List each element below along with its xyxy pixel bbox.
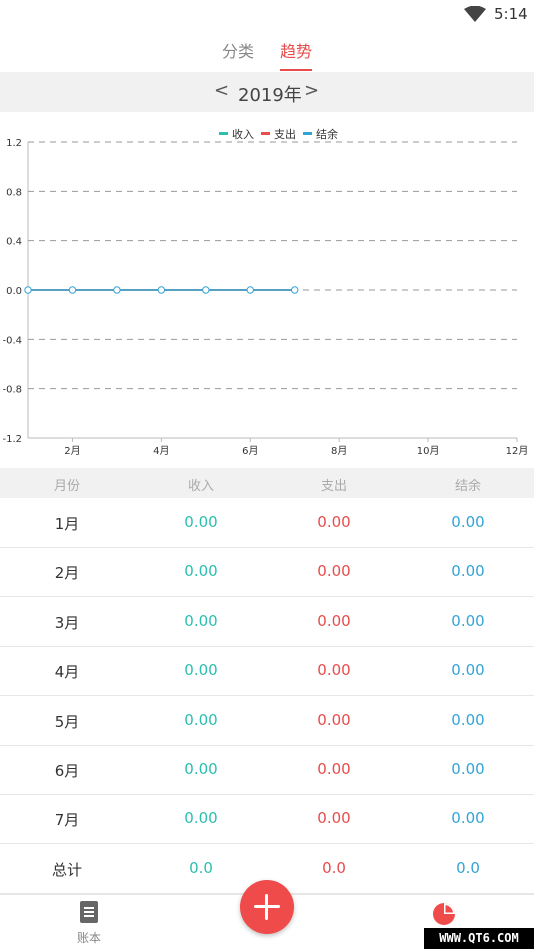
watermark-logo: WWW.QT6.COM xyxy=(424,928,534,949)
y-tick-label: -0.8 xyxy=(2,385,22,396)
legend-swatch xyxy=(219,132,228,135)
legend-swatch xyxy=(261,132,270,135)
table-row: 3月 0.00 0.00 0.00 xyxy=(0,598,534,647)
cell-balance: 0.00 xyxy=(451,760,485,778)
legend-label: 支出 xyxy=(274,127,296,141)
x-tick-label: 12月 xyxy=(506,445,529,457)
cell-balance: 0.00 xyxy=(451,710,485,729)
next-year-button[interactable]: > xyxy=(304,80,320,101)
cell-month: 2月 xyxy=(54,564,80,583)
cell-income: 0.00 xyxy=(184,710,218,729)
cell-balance: 0.00 xyxy=(451,661,485,680)
cell-expense: 0.00 xyxy=(317,661,351,680)
pie-chart-icon[interactable] xyxy=(430,901,460,927)
table-row: 1月 0.00 0.00 0.00 xyxy=(0,499,534,548)
legend-label: 结余 xyxy=(316,127,338,141)
x-tick-label: 2月 xyxy=(64,445,80,457)
status-time: 5:14 xyxy=(494,5,528,23)
header-balance: 结余 xyxy=(454,479,481,494)
cell-month: 3月 xyxy=(54,613,80,632)
legend-swatch xyxy=(303,132,312,135)
table-row: 7月 0.00 0.00 0.00 xyxy=(0,795,534,845)
y-tick-label: 1.2 xyxy=(6,138,22,149)
cell-balance: 0.00 xyxy=(451,809,485,828)
cell-balance: 0.00 xyxy=(451,611,485,630)
table-row: 4月 0.00 0.00 0.00 xyxy=(0,647,534,697)
y-tick-label: 0.0 xyxy=(6,286,22,297)
cell-income: 0.00 xyxy=(184,611,218,630)
cell-income: 0.00 xyxy=(184,809,218,828)
cell-balance: 0.00 xyxy=(451,513,485,531)
data-point xyxy=(157,286,166,294)
cell-expense: 0.00 xyxy=(317,760,351,778)
cell-income: 0.00 xyxy=(184,513,218,531)
y-tick-label: -0.4 xyxy=(2,335,22,346)
active-tab-indicator xyxy=(280,69,312,71)
y-tick-label: -1.2 xyxy=(2,434,22,445)
data-point xyxy=(291,286,299,294)
cell-expense: 0.00 xyxy=(317,710,351,729)
data-point xyxy=(24,286,32,294)
header-income: 收入 xyxy=(187,479,214,494)
cell-income: 0.00 xyxy=(184,661,218,680)
y-tick-label: 0.8 xyxy=(6,187,22,198)
x-tick-label: 10月 xyxy=(417,445,440,457)
x-tick-label: 4月 xyxy=(153,445,169,457)
add-record-button[interactable] xyxy=(240,880,294,934)
cell-month: 5月 xyxy=(54,712,80,731)
cell-month: 7月 xyxy=(54,811,80,830)
total-label: 总计 xyxy=(51,861,82,879)
total-expense: 0.0 xyxy=(322,859,346,877)
cell-month: 6月 xyxy=(54,762,80,780)
table-row: 6月 0.00 0.00 0.00 xyxy=(0,746,534,795)
x-tick-label: 6月 xyxy=(242,445,258,457)
cell-expense: 0.00 xyxy=(317,513,351,531)
status-bar: 5:14 xyxy=(0,0,534,30)
nav-book-tab[interactable]: 账本 xyxy=(64,901,114,946)
cell-expense: 0.00 xyxy=(317,809,351,828)
x-tick-label: 8月 xyxy=(331,445,347,457)
total-balance: 0.0 xyxy=(456,859,480,877)
cell-month: 4月 xyxy=(54,663,80,682)
table-row: 5月 0.00 0.00 0.00 xyxy=(0,697,534,746)
data-point xyxy=(202,286,210,294)
table-header: 月份 收入 支出 结余 xyxy=(0,468,534,498)
prev-year-button[interactable]: < xyxy=(214,80,230,101)
cell-income: 0.00 xyxy=(184,562,218,581)
wifi-icon xyxy=(464,6,486,22)
document-icon xyxy=(80,901,98,923)
cell-expense: 0.00 xyxy=(317,611,351,630)
data-point xyxy=(113,286,121,294)
header-expense: 支出 xyxy=(320,479,347,494)
header-month: 月份 xyxy=(53,479,80,494)
table-row: 2月 0.00 0.00 0.00 xyxy=(0,548,534,598)
tab-category[interactable]: 分类 xyxy=(222,42,255,61)
cell-expense: 0.00 xyxy=(317,562,351,581)
legend-label: 收入 xyxy=(232,127,254,141)
tab-bar: 分类 趋势 xyxy=(0,30,534,72)
cell-month: 1月 xyxy=(54,515,80,533)
nav-book-label: 账本 xyxy=(76,931,101,945)
y-tick-label: 0.4 xyxy=(6,237,22,248)
total-income: 0.0 xyxy=(189,859,213,877)
data-point xyxy=(68,286,77,294)
cell-income: 0.00 xyxy=(184,760,218,778)
year-selector: < 2019年 > xyxy=(0,72,534,112)
data-point xyxy=(246,286,254,294)
trend-line-chart: 1.2 0.8 0.4 0.0 -0.4 -0.8 -1.2 2月 4月 6月 8月 10月 12月 收入… xyxy=(2,127,529,457)
year-label: 2019年 xyxy=(238,85,302,106)
cell-balance: 0.00 xyxy=(451,562,485,581)
tab-trend[interactable]: 趋势 xyxy=(280,42,313,61)
